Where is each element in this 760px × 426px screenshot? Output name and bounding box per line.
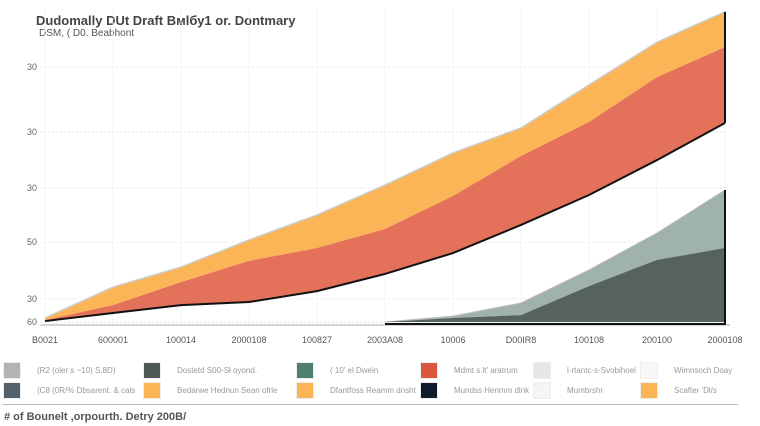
area-series-2 xyxy=(385,190,725,322)
legend-swatch xyxy=(640,382,658,399)
legend-swatch xyxy=(3,362,21,379)
legend-item: Wimnsoch Doay xyxy=(640,362,732,379)
legend-item: Mundss Henmm dlnk xyxy=(420,382,529,399)
legend-label: Bedarwe Hednun Sean ofrle xyxy=(177,386,278,395)
chart-title: Dudomally DUt Draft Bмlбу1 or. Dontmary xyxy=(36,13,296,28)
legend-swatch xyxy=(296,382,314,399)
legend-label: Mdmt s.lt' aratrum xyxy=(454,366,518,375)
legend-label: Dfantfoss Reamm dnsht xyxy=(330,386,416,395)
trend-line xyxy=(44,122,726,323)
chart-subtitle: DSM, ( D0. Beabhont xyxy=(39,28,135,39)
y-tick-label: 30 xyxy=(27,62,37,72)
x-tick-label: 2000108 xyxy=(231,335,266,345)
legend-swatch xyxy=(533,362,551,379)
legend-label: ( 10' el Dwein xyxy=(330,366,379,375)
legend-swatch xyxy=(420,362,438,379)
legend-item: (C8 (0R/% Dbsarent. & cals xyxy=(3,382,135,399)
x-tick-label: 100827 xyxy=(302,335,332,345)
x-tick-label: D00IR8 xyxy=(506,335,537,345)
area-series-1 xyxy=(45,47,725,322)
legend-label: l-rtantc·s-Svobihoel xyxy=(567,366,636,375)
x-tick-label: 100108 xyxy=(574,335,604,345)
legend-item: ( 10' el Dwein xyxy=(296,362,378,379)
legend-label: Dostetd S00-Sł oyond. xyxy=(177,366,258,375)
legend-label: Scafter 'Dl/s xyxy=(674,386,717,395)
x-tick-label: 200100 xyxy=(642,335,672,345)
legend-item: l-rtantc·s-Svobihoel xyxy=(533,362,636,379)
legend-item: Mdmt s.lt' aratrum xyxy=(420,362,518,379)
y-tick-label: 60 xyxy=(27,317,37,327)
series-edge xyxy=(44,11,726,319)
legend-label: Mundss Henmm dlnk xyxy=(454,386,530,395)
legend-item: (R2 (oler s ~10) S.8D) xyxy=(3,362,115,379)
legend-label: (C8 (0R/% Dbsarent. & cals xyxy=(37,386,136,395)
legend-swatch xyxy=(143,362,161,379)
legend-item: Dostetd S00-Sł oyond. xyxy=(143,362,257,379)
y-tick-label: 30 xyxy=(27,294,37,304)
x-tick-label: 100014 xyxy=(166,335,196,345)
series-edge xyxy=(384,189,726,323)
legend-label: Wimnsoch Doay xyxy=(674,366,733,375)
legend-item: Scafter 'Dl/s xyxy=(640,382,717,399)
divider xyxy=(2,404,738,405)
y-tick-label: 30 xyxy=(27,127,37,137)
legend-item: Mumbrshr xyxy=(533,382,603,399)
legend-swatch xyxy=(533,382,551,399)
x-tick-label: 2003A08 xyxy=(367,335,403,345)
area-series-3 xyxy=(385,248,725,322)
legend-swatch xyxy=(420,382,438,399)
legend-label: Mumbrshr xyxy=(567,386,604,395)
x-tick-label: 600001 xyxy=(98,335,128,345)
legend-swatch xyxy=(296,362,314,379)
area-chart: 30 30 30 50 30 60 B0021 600001 100014 2000108 1008… xyxy=(27,10,743,345)
legend-item: Dfantfoss Reamm dnsht xyxy=(296,382,416,399)
legend: (R2 (oler s ~10) S.8D) Dostetd S00-Sł oyo… xyxy=(0,362,760,402)
legend-label: (R2 (oler s ~10) S.8D) xyxy=(37,366,116,375)
legend-item: Bedarwe Hednun Sean ofrle xyxy=(143,382,278,399)
legend-swatch xyxy=(3,382,21,399)
x-tick-label: B0021 xyxy=(32,335,58,345)
legend-swatch xyxy=(143,382,161,399)
x-tick-label: 10006 xyxy=(440,335,465,345)
y-tick-label: 30 xyxy=(27,183,37,193)
y-tick-label: 50 xyxy=(27,237,37,247)
x-tick-label: 2000108 xyxy=(707,335,742,345)
legend-swatch xyxy=(640,362,658,379)
footer-note: # of Bounelt ,orpourth. Detry 200B/ xyxy=(4,411,187,423)
